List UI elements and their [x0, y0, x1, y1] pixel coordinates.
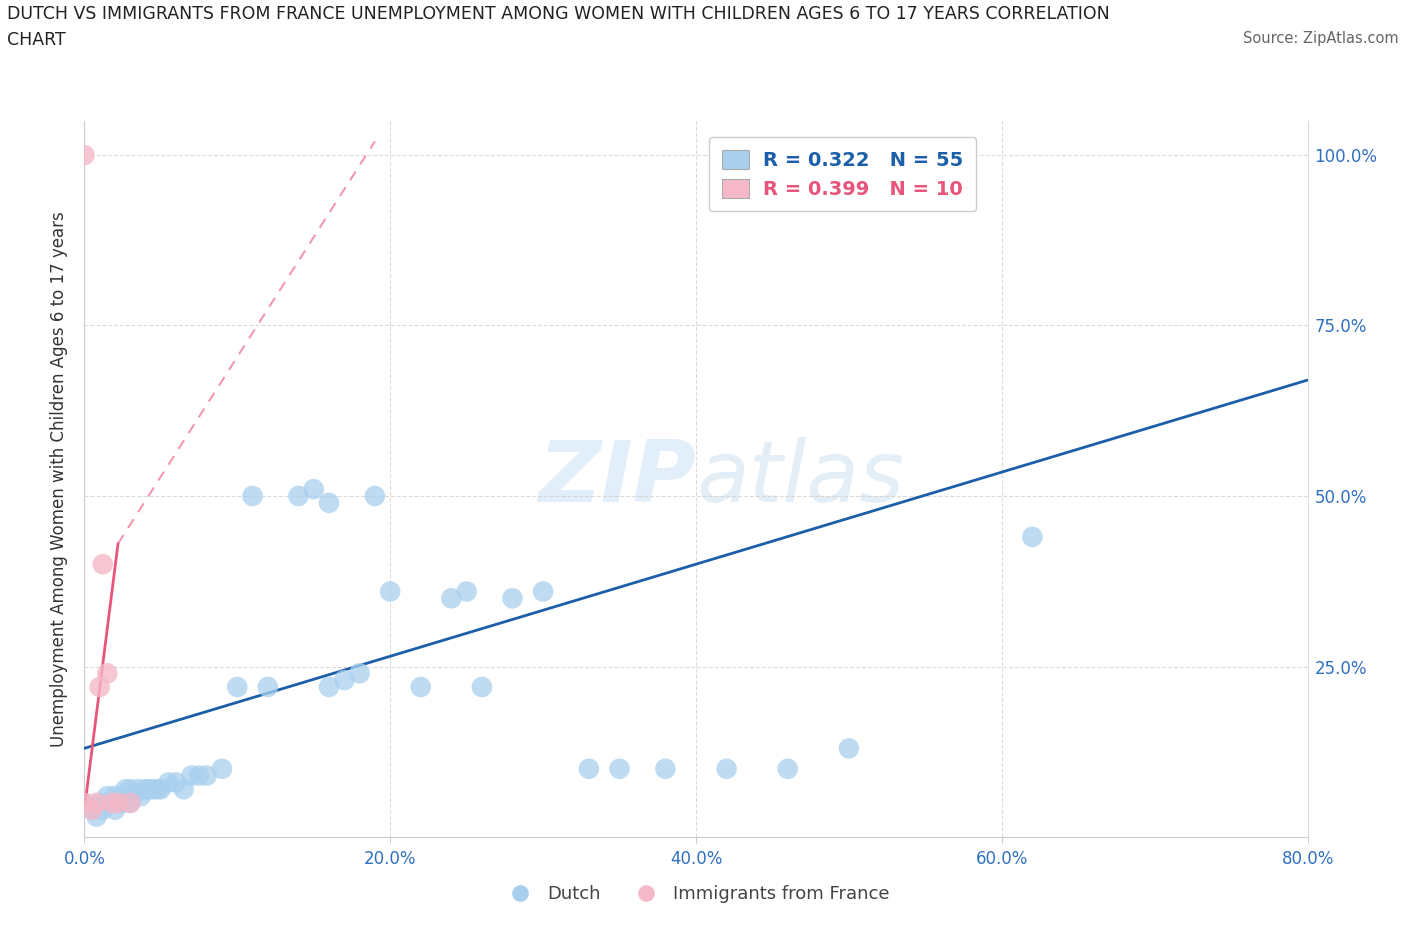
Point — [146, 782, 169, 797]
Point — [89, 795, 111, 810]
Point — [578, 762, 600, 777]
Point — [120, 795, 142, 810]
Point — [86, 795, 108, 810]
Point — [716, 762, 738, 777]
Point — [502, 591, 524, 605]
Point — [409, 680, 432, 695]
Point — [333, 672, 356, 687]
Point — [86, 809, 108, 824]
Point — [80, 803, 103, 817]
Point — [211, 762, 233, 777]
Point — [318, 680, 340, 695]
Point — [242, 488, 264, 503]
Point — [127, 782, 149, 797]
Point — [257, 680, 280, 695]
Text: DUTCH VS IMMIGRANTS FROM FRANCE UNEMPLOYMENT AMONG WOMEN WITH CHILDREN AGES 6 TO: DUTCH VS IMMIGRANTS FROM FRANCE UNEMPLOY… — [7, 5, 1109, 22]
Point — [73, 795, 96, 810]
Point — [531, 584, 554, 599]
Point — [96, 789, 118, 804]
Point — [73, 148, 96, 163]
Point — [654, 762, 676, 777]
Point — [180, 768, 202, 783]
Point — [104, 803, 127, 817]
Point — [318, 496, 340, 511]
Point — [107, 795, 129, 810]
Point — [107, 795, 129, 810]
Point — [129, 789, 152, 804]
Point — [138, 782, 160, 797]
Legend: Dutch, Immigrants from France: Dutch, Immigrants from France — [495, 878, 897, 910]
Point — [80, 803, 103, 817]
Point — [471, 680, 494, 695]
Point — [120, 782, 142, 797]
Point — [157, 775, 180, 790]
Point — [609, 762, 631, 777]
Point — [142, 782, 165, 797]
Point — [349, 666, 371, 681]
Point — [287, 488, 309, 503]
Point — [149, 782, 172, 797]
Point — [114, 782, 136, 797]
Point — [302, 482, 325, 497]
Point — [440, 591, 463, 605]
Point — [91, 803, 114, 817]
Point — [1021, 529, 1043, 544]
Y-axis label: Unemployment Among Women with Children Ages 6 to 17 years: Unemployment Among Women with Children A… — [51, 211, 69, 747]
Point — [73, 795, 96, 810]
Point — [104, 789, 127, 804]
Text: ZIP: ZIP — [538, 437, 696, 521]
Point — [101, 795, 124, 810]
Point — [165, 775, 187, 790]
Text: CHART: CHART — [7, 31, 66, 48]
Point — [101, 795, 124, 810]
Point — [380, 584, 402, 599]
Point — [96, 795, 118, 810]
Point — [226, 680, 249, 695]
Point — [776, 762, 799, 777]
Point — [111, 795, 134, 810]
Text: atlas: atlas — [696, 437, 904, 521]
Point — [120, 795, 142, 810]
Point — [96, 666, 118, 681]
Point — [456, 584, 478, 599]
Point — [173, 782, 195, 797]
Point — [111, 789, 134, 804]
Text: Source: ZipAtlas.com: Source: ZipAtlas.com — [1243, 31, 1399, 46]
Point — [135, 782, 157, 797]
Point — [122, 789, 145, 804]
Point — [364, 488, 387, 503]
Point — [91, 557, 114, 572]
Point — [195, 768, 218, 783]
Point — [188, 768, 211, 783]
Point — [89, 680, 111, 695]
Point — [838, 741, 860, 756]
